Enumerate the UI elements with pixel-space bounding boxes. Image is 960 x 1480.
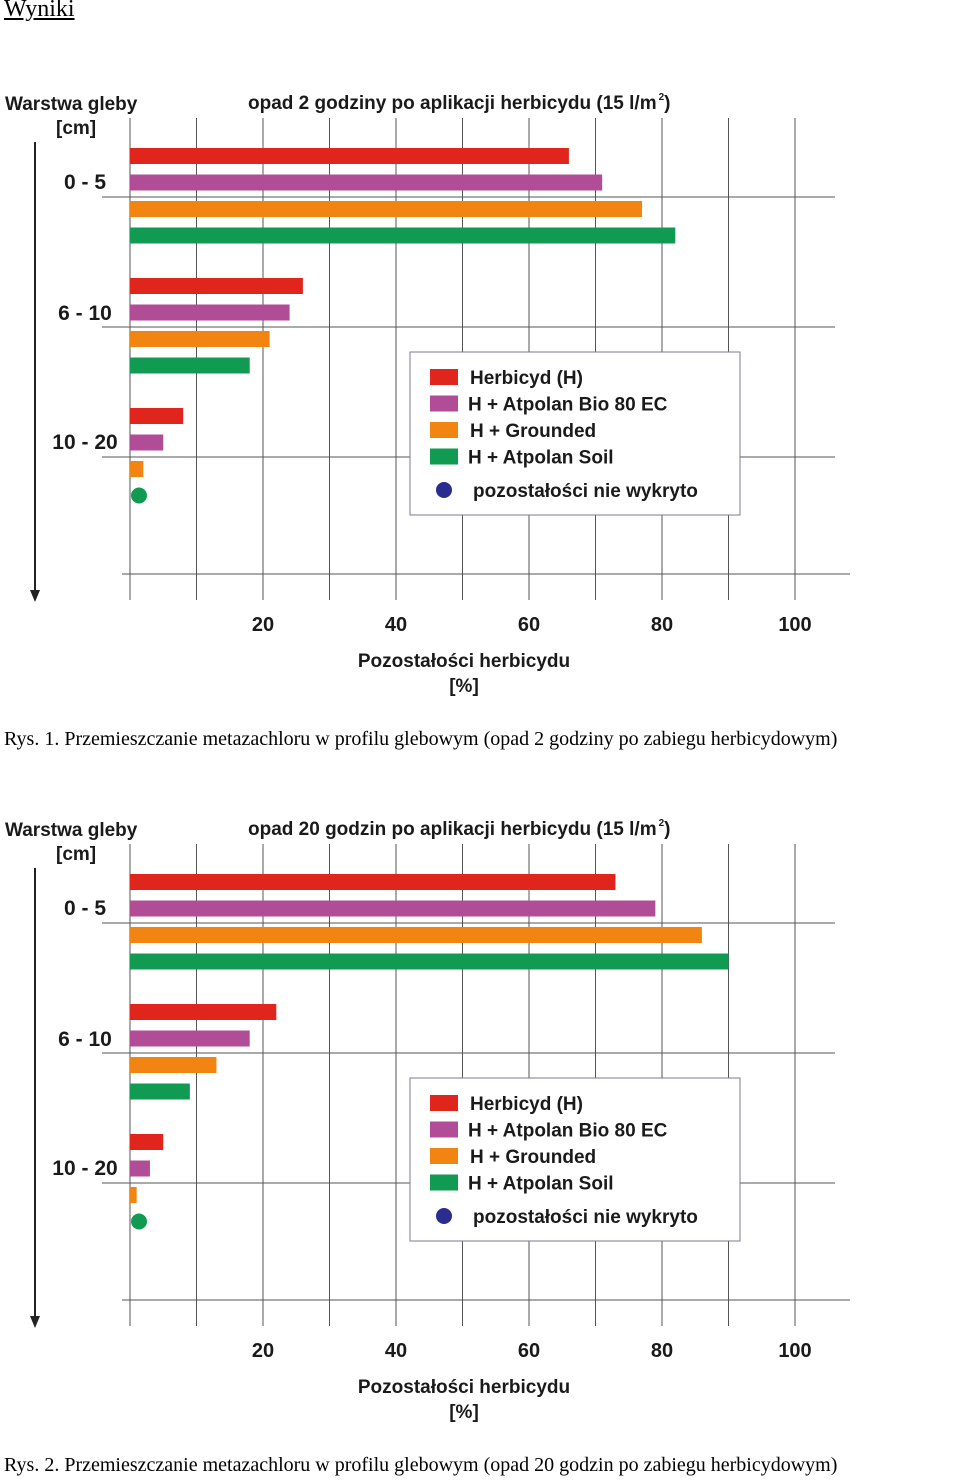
- bar: [130, 1134, 164, 1150]
- bar: [130, 953, 729, 970]
- category-label: 6 - 10: [58, 302, 112, 325]
- x-tick-label: 20: [252, 1340, 274, 1362]
- chart-2: Warstwa gleby [cm] opad 20 godzin po aplik…: [5, 818, 850, 1423]
- bar: [130, 1083, 190, 1100]
- legend-label: H + Atpolan Soil: [468, 1174, 614, 1195]
- bar: [130, 408, 184, 424]
- chart-title-text: opad 2 godziny po aplikacji herbicydu (1…: [248, 93, 657, 114]
- legend-swatch: [430, 448, 458, 465]
- bar: [130, 1057, 217, 1073]
- chart-title: opad 2 godziny po aplikacji herbicydu (1…: [248, 92, 670, 114]
- legend-label: H + Atpolan Soil: [468, 448, 614, 469]
- x-tick-label: 80: [651, 614, 673, 636]
- legend-swatch: [430, 1121, 458, 1138]
- legend-label: Herbicyd (H): [470, 368, 583, 389]
- category-label: 10 - 20: [52, 1157, 117, 1180]
- chart-1: Warstwa gleby [cm] opad 2 godziny po aplik…: [5, 92, 850, 697]
- legend-swatch: [430, 369, 458, 385]
- x-axis-label-unit: [%]: [449, 676, 479, 697]
- legend-swatch: [430, 1095, 458, 1111]
- category-label: 0 - 5: [64, 171, 106, 194]
- bar: [130, 1160, 150, 1177]
- bar: [130, 1187, 137, 1203]
- section-heading: Wyniki: [4, 0, 75, 22]
- category-label: 10 - 20: [52, 431, 117, 454]
- x-tick-label: 20: [252, 614, 274, 636]
- chart-2-caption: Rys. 2. Przemieszczanie metazachloru w p…: [4, 1454, 838, 1476]
- bar: [130, 227, 676, 244]
- category-label: 6 - 10: [58, 1028, 112, 1051]
- bar: [130, 1030, 250, 1047]
- legend-label: H + Atpolan Bio 80 EC: [468, 395, 668, 416]
- bar: [130, 900, 656, 917]
- bar: [130, 927, 702, 943]
- x-axis-label: Pozostałości herbicydu: [358, 651, 570, 672]
- bar: [130, 434, 164, 451]
- y-axis-label-unit: [cm]: [56, 844, 96, 865]
- legend-circle-icon: [436, 482, 452, 498]
- depth-arrow-head: [30, 590, 40, 602]
- x-tick-label: 100: [778, 614, 811, 636]
- not-detected-marker: [131, 487, 147, 504]
- legend-circle-icon: [436, 1208, 452, 1224]
- not-detected-marker: [131, 1213, 147, 1230]
- x-tick-label: 80: [651, 1340, 673, 1362]
- chart-1-caption: Rys. 1. Przemieszczanie metazachloru w p…: [4, 728, 838, 750]
- legend-swatch: [430, 422, 458, 438]
- chart-title-end: ): [664, 819, 670, 840]
- bar: [130, 461, 144, 477]
- bar: [130, 304, 290, 321]
- bar: [130, 357, 250, 374]
- x-axis-label-unit: [%]: [449, 1402, 479, 1423]
- bar: [130, 331, 270, 347]
- x-tick-label: 60: [518, 1340, 540, 1362]
- bar: [130, 874, 616, 890]
- bar: [130, 278, 303, 294]
- chart-title-text: opad 20 godzin po aplikacji herbicydu (1…: [248, 819, 657, 840]
- chart-title-superscript: 2: [659, 92, 665, 103]
- x-tick-label: 40: [385, 614, 407, 636]
- y-axis-label: Warstwa gleby: [5, 94, 138, 115]
- bar: [130, 201, 643, 217]
- y-axis-label: Warstwa gleby: [5, 820, 138, 841]
- legend-label: H + Atpolan Bio 80 EC: [468, 1121, 668, 1142]
- chart-title-superscript: 2: [659, 818, 665, 829]
- bar: [130, 148, 569, 164]
- legend-label: H + Grounded: [470, 1147, 596, 1168]
- x-tick-label: 100: [778, 1340, 811, 1362]
- category-label: 0 - 5: [64, 897, 106, 920]
- chart-title-end: ): [664, 93, 670, 114]
- x-axis-label: Pozostałości herbicydu: [358, 1377, 570, 1398]
- legend-box: [409, 351, 741, 516]
- legend-label: Herbicyd (H): [470, 1094, 583, 1115]
- bar: [130, 1004, 277, 1020]
- bar: [130, 174, 603, 191]
- legend-label: pozostałości nie wykryto: [473, 481, 698, 502]
- legend-box: [409, 1077, 741, 1242]
- x-tick-label: 60: [518, 614, 540, 636]
- y-axis-label-unit: [cm]: [56, 118, 96, 139]
- legend-swatch: [430, 1148, 458, 1164]
- legend-swatch: [430, 395, 458, 412]
- legend-label: pozostałości nie wykryto: [473, 1207, 698, 1228]
- depth-arrow-head: [30, 1316, 40, 1328]
- x-tick-label: 40: [385, 1340, 407, 1362]
- chart-title: opad 20 godzin po aplikacji herbicydu (1…: [248, 818, 670, 840]
- legend-swatch: [430, 1174, 458, 1191]
- legend-label: H + Grounded: [470, 421, 596, 442]
